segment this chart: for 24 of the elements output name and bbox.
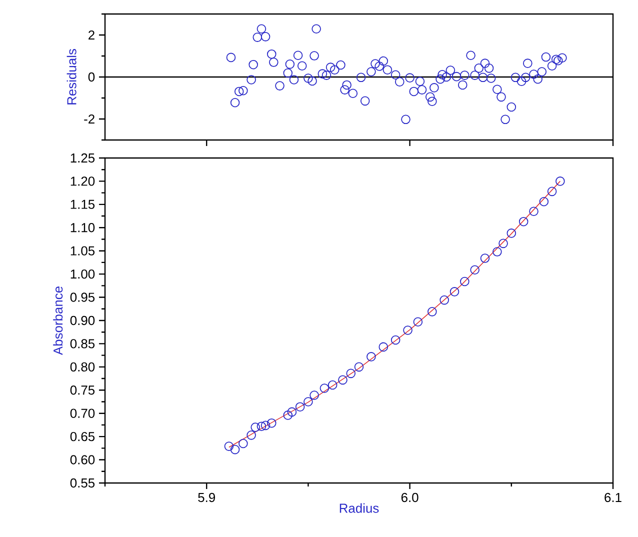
- y-tick-label: -2: [84, 114, 94, 124]
- y-tick-label: 2: [88, 30, 94, 40]
- y-tick-label: 0.65: [70, 432, 95, 442]
- y-tick-label: 0.85: [70, 339, 95, 348]
- x-axis-title: Radius: [340, 503, 379, 513]
- y-tick-label: 1.05: [70, 246, 95, 256]
- y-tick-label: 1.20: [70, 176, 95, 186]
- y-tick-label: 0.80: [70, 362, 95, 372]
- x-tick-label: 5.9: [198, 492, 215, 502]
- x-tick-label: 6.0: [401, 492, 418, 502]
- y-tick-label: 1.00: [70, 269, 95, 279]
- y-axis-title: Residuals: [66, 49, 76, 104]
- y-tick-label: 0.90: [70, 316, 95, 326]
- x-tick-label: 6.1: [604, 492, 622, 502]
- y-axis-title: Absorbance: [53, 286, 63, 356]
- y-tick-label: 1.25: [70, 153, 95, 163]
- y-tick-label: 0.55: [70, 478, 95, 488]
- y-tick-label: 0.95: [70, 292, 95, 302]
- y-tick-label: 0: [88, 72, 95, 82]
- y-tick-label: 0.75: [70, 386, 95, 395]
- y-tick-label: 1.10: [70, 223, 95, 232]
- y-tick-label: 0.70: [70, 408, 95, 418]
- y-tick-label: 0.60: [70, 455, 95, 464]
- y-tick-label: 1.15: [70, 200, 95, 209]
